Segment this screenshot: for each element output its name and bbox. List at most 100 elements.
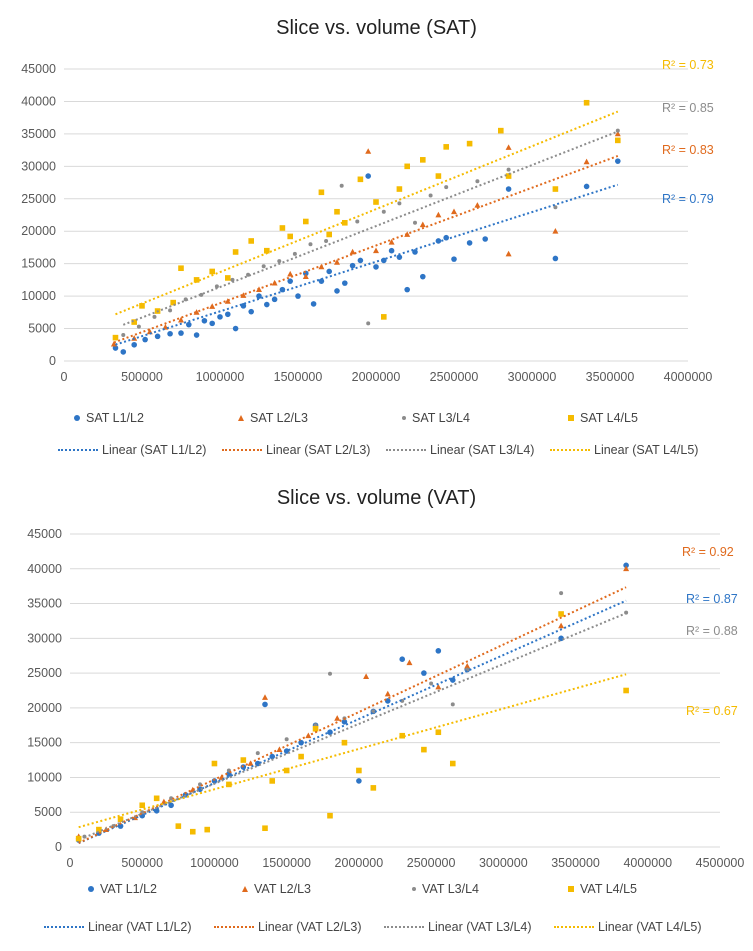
y-tick-label: 10000 <box>21 289 56 303</box>
vat-chart: Slice vs. volume (VAT) 0 5000 10000 15000 20… <box>0 468 753 951</box>
x-tick-label: 2000000 <box>335 856 384 868</box>
y-tick-label: 35000 <box>27 597 62 611</box>
data-point <box>356 767 362 774</box>
data-point <box>365 173 372 179</box>
legend-item-sat-l4l5: SAT L4/L5 <box>568 411 638 425</box>
data-point <box>167 330 173 337</box>
data-point <box>370 785 377 791</box>
y-tick-label: 0 <box>49 354 56 368</box>
data-point <box>264 301 270 308</box>
data-point <box>186 321 192 328</box>
data-point <box>214 284 219 289</box>
square-marker-icon <box>568 415 574 421</box>
data-point <box>406 659 413 666</box>
data-point <box>225 311 231 318</box>
x-tick-label: 500000 <box>121 856 163 868</box>
y-tick-label: 0 <box>55 840 62 854</box>
data-point <box>451 256 457 262</box>
data-point <box>552 255 559 262</box>
data-point <box>342 219 348 226</box>
data-point <box>287 233 293 240</box>
data-point <box>357 257 364 264</box>
vat-plot-area: 0 5000 10000 15000 20000 25000 30000 35000 40000… <box>27 527 744 868</box>
data-point <box>443 144 449 150</box>
data-point <box>209 268 215 275</box>
data-point <box>303 218 309 225</box>
legend-item-trend-sat-l4l5: Linear (SAT L4/L5) <box>550 443 698 457</box>
data-point <box>224 298 231 304</box>
data-point <box>466 240 473 246</box>
data-point <box>217 314 223 320</box>
dotted-line-icon <box>386 449 426 451</box>
data-point <box>421 670 427 676</box>
data-point <box>168 308 173 313</box>
data-point <box>349 262 356 269</box>
data-point <box>170 299 176 306</box>
x-tick-label: 3500000 <box>551 856 600 868</box>
x-tick-label: 1500000 <box>274 370 323 384</box>
y-tick-label: 30000 <box>21 159 56 173</box>
legend-item-sat-l1l2: SAT L1/L2 <box>74 411 144 425</box>
x-tick-label: 3000000 <box>508 370 557 384</box>
x-tick-label: 1000000 <box>190 856 239 868</box>
data-point <box>429 681 434 686</box>
data-point <box>75 835 82 842</box>
data-point <box>152 314 157 319</box>
data-point <box>96 826 102 833</box>
r2-label-vat-l3l4: R² = 0.88 <box>686 624 738 638</box>
data-point <box>232 249 239 255</box>
data-point <box>505 173 512 179</box>
data-point <box>211 760 218 767</box>
data-point <box>226 781 232 788</box>
y-tick-label: 15000 <box>27 736 62 750</box>
sat-legend: SAT L1/L2 SAT L2/L3 SAT L3/L4 SAT L4/L5 … <box>0 405 753 465</box>
y-tick-label: 40000 <box>27 562 62 576</box>
data-point <box>110 340 117 347</box>
data-point <box>112 345 119 351</box>
legend-label: SAT L4/L5 <box>580 411 638 425</box>
trendline <box>122 130 619 326</box>
data-point <box>154 333 161 340</box>
legend-label: Linear (VAT L2/L3) <box>258 920 362 934</box>
r2-label-sat-l2l3: R² = 0.83 <box>662 143 714 157</box>
data-point <box>262 825 268 832</box>
data-point <box>193 332 200 338</box>
y-tick-label: 5000 <box>34 805 62 819</box>
data-point <box>178 330 184 336</box>
legend-label: VAT L3/L4 <box>422 882 479 896</box>
data-point <box>583 99 590 106</box>
data-point <box>255 751 260 756</box>
data-point <box>120 349 127 355</box>
data-point <box>262 701 268 708</box>
data-point <box>201 317 208 324</box>
small-circle-marker-icon <box>412 887 416 891</box>
data-point <box>449 677 456 683</box>
data-point <box>435 648 442 654</box>
legend-label: Linear (SAT L2/L3) <box>266 443 371 457</box>
data-point <box>334 208 340 215</box>
data-point <box>310 301 317 307</box>
y-tick-label: 5000 <box>28 322 56 336</box>
legend-label: Linear (VAT L4/L5) <box>598 920 702 934</box>
data-point <box>279 225 286 231</box>
dotted-line-icon <box>58 449 98 451</box>
legend-item-trend-vat-l4l5: Linear (VAT L4/L5) <box>554 920 702 934</box>
data-point <box>381 314 387 320</box>
data-point <box>199 292 204 297</box>
data-point <box>399 732 406 739</box>
dotted-line-icon <box>554 926 594 928</box>
data-point <box>366 321 371 326</box>
data-point <box>283 767 290 774</box>
data-point <box>623 565 630 572</box>
sat-chart: Slice vs. volume (SAT) 0 5000 10000 15000 20… <box>0 0 753 468</box>
data-point <box>326 231 332 238</box>
triangle-marker-icon <box>238 415 244 421</box>
circle-marker-icon <box>88 886 94 892</box>
data-point <box>373 199 379 205</box>
data-point <box>193 277 200 283</box>
data-point <box>381 209 386 214</box>
data-point <box>240 757 247 763</box>
data-point <box>420 157 426 163</box>
dotted-line-icon <box>222 449 262 451</box>
data-point <box>248 238 254 244</box>
